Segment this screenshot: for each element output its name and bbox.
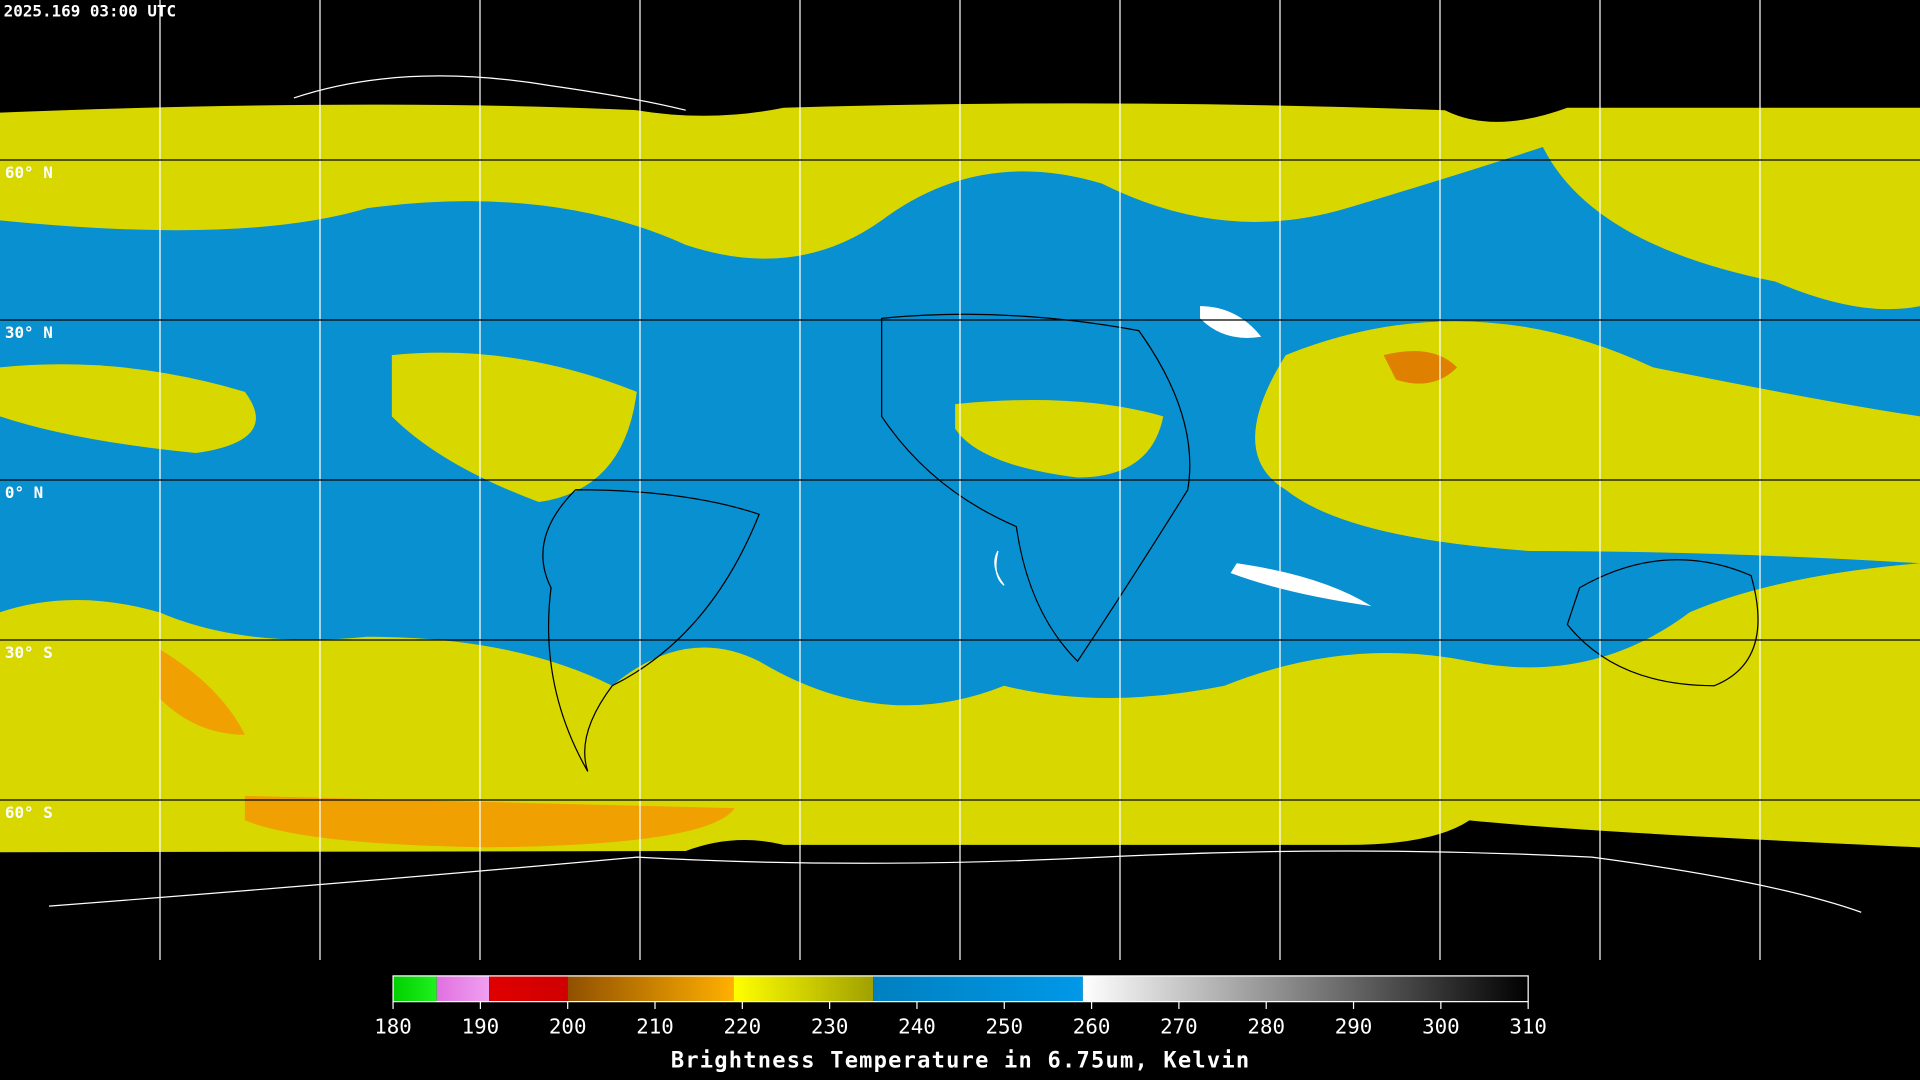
latitude-label: 30° N	[5, 323, 53, 342]
colorbar-segment	[436, 975, 490, 1002]
warm-dry-area	[1230, 563, 1372, 607]
colorbar-frame	[392, 975, 1529, 1003]
colorbar-tick-label: 270	[1160, 1014, 1198, 1038]
tropical-cloud	[391, 352, 637, 503]
colorbar-segment	[1082, 975, 1529, 1002]
coastline	[1566, 559, 1759, 687]
colorbar-tick-label: 200	[549, 1014, 587, 1038]
graticule: 60° N 30° N 0° N 30° S 60° S	[4, 0, 1761, 960]
warm-dry-area	[994, 550, 1005, 586]
coastline	[881, 313, 1191, 663]
coastline	[48, 850, 1862, 913]
colorbar-tick-label: 210	[636, 1014, 674, 1038]
colorbar-tick-label: 310	[1509, 1014, 1547, 1038]
coastline	[293, 75, 686, 111]
tropical-cloud	[955, 400, 1164, 478]
colorbar-segment	[489, 975, 568, 1002]
colorbar-tick-label: 300	[1422, 1014, 1460, 1038]
tropical-cloud	[0, 364, 256, 454]
colorbar-segment	[567, 975, 734, 1002]
coastline	[542, 489, 760, 772]
colorbar-segment	[733, 975, 874, 1002]
latitude-label: 0° N	[5, 483, 43, 502]
cold-cloud	[159, 648, 245, 735]
colorbar-segment	[873, 975, 1083, 1002]
timestamp: 2025.169 03:00 UTC	[4, 2, 176, 21]
convective-core	[1383, 351, 1458, 384]
latitude-label: 30° S	[5, 643, 53, 662]
latitude-label: 60° N	[5, 163, 53, 182]
coastlines	[48, 75, 1862, 913]
colorbar-tick-label: 240	[898, 1014, 936, 1038]
colorbar-label: Brightness Temperature in 6.75um, Kelvin	[671, 1049, 1251, 1074]
latitude-label: 60° S	[5, 803, 53, 822]
colorbar-tick-label: 220	[724, 1014, 762, 1038]
colorbar-tick-label: 230	[811, 1014, 849, 1038]
warm-dry-area	[1200, 306, 1262, 338]
colorbar-tick-label: 180	[374, 1014, 412, 1038]
colorbar-tick-label: 250	[985, 1014, 1023, 1038]
colorbar-tick-label: 260	[1073, 1014, 1111, 1038]
colorbar-tick-label: 290	[1335, 1014, 1373, 1038]
colorbar-segment	[393, 975, 437, 1002]
colorbar: 180 190 200 210 220 230 240 250 260 270 280 290 300 3…	[374, 975, 1547, 1074]
colorbar-tick-label: 190	[462, 1014, 500, 1038]
colorbar-tick-label: 280	[1247, 1014, 1285, 1038]
cold-cloud	[244, 795, 735, 848]
